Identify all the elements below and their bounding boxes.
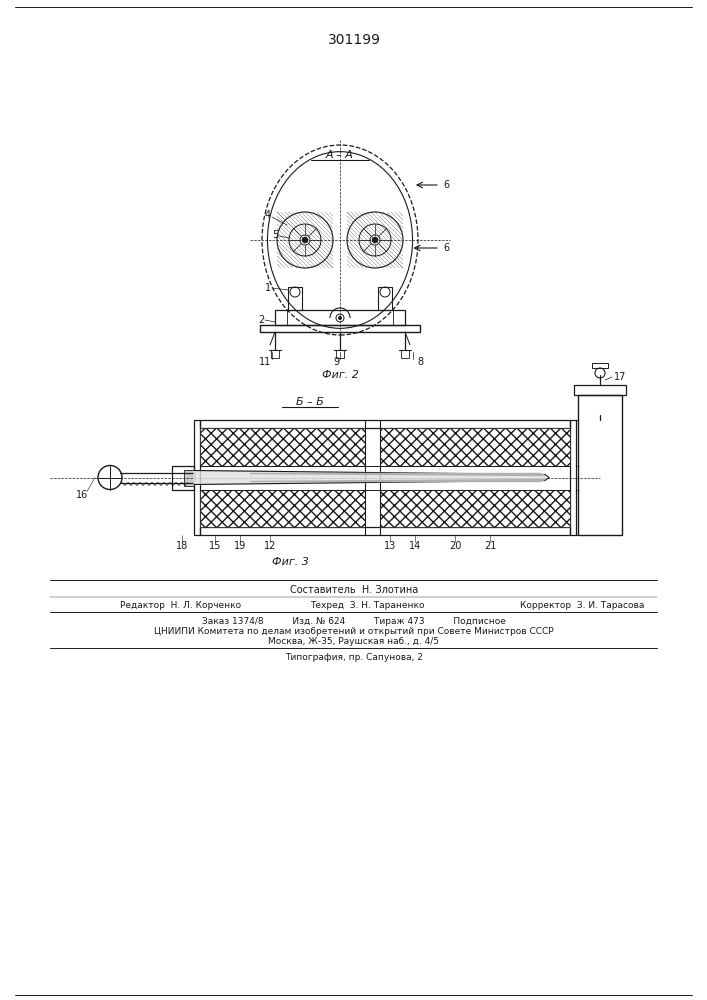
Text: Составитель  Н. Злотина: Составитель Н. Злотина — [290, 585, 418, 595]
Bar — [200, 527, 570, 535]
Text: Москва, Ж-35, Раушская наб., д. 4/5: Москва, Ж-35, Раушская наб., д. 4/5 — [269, 637, 440, 646]
Text: 20: 20 — [449, 541, 461, 551]
Text: 1: 1 — [265, 283, 271, 293]
Text: 16: 16 — [76, 490, 88, 500]
Bar — [592, 363, 608, 368]
Bar — [401, 350, 409, 358]
Bar — [574, 385, 626, 395]
Text: 4: 4 — [265, 210, 271, 220]
Circle shape — [373, 237, 378, 242]
Text: 5: 5 — [272, 230, 278, 240]
Text: 17: 17 — [614, 372, 626, 382]
Text: 14: 14 — [409, 541, 421, 551]
Text: 6: 6 — [443, 180, 449, 190]
Bar — [271, 350, 279, 358]
Text: А – А: А – А — [326, 150, 354, 160]
Text: 13: 13 — [384, 541, 396, 551]
Text: 2: 2 — [258, 315, 264, 325]
Text: 301199: 301199 — [327, 33, 380, 47]
Text: 6: 6 — [443, 243, 449, 253]
Bar — [380, 489, 570, 527]
Bar — [260, 325, 420, 332]
Text: 19: 19 — [234, 541, 246, 551]
Bar — [200, 428, 365, 466]
Bar — [570, 420, 576, 535]
Polygon shape — [250, 474, 545, 476]
Bar — [380, 428, 570, 466]
Text: Фиг. 3: Фиг. 3 — [271, 557, 308, 567]
Text: Редактор  Н. Л. Корченко: Редактор Н. Л. Корченко — [120, 601, 241, 610]
Bar — [200, 420, 570, 428]
Bar — [275, 310, 405, 325]
Text: ЦНИИПИ Комитета по делам изобретений и открытий при Совете Министров СССР: ЦНИИПИ Комитета по делам изобретений и о… — [154, 626, 554, 636]
Bar — [288, 287, 302, 310]
Text: 9: 9 — [333, 357, 339, 367]
Bar — [172, 466, 194, 489]
Text: Типография, пр. Сапунова, 2: Типография, пр. Сапунова, 2 — [285, 654, 423, 662]
Bar — [578, 395, 622, 535]
Polygon shape — [194, 471, 545, 485]
Text: 21: 21 — [484, 541, 496, 551]
Text: 12: 12 — [264, 541, 276, 551]
Bar — [200, 489, 365, 527]
Bar — [336, 350, 344, 358]
Bar — [184, 470, 194, 486]
Bar — [378, 287, 392, 310]
Text: Фиг. 2: Фиг. 2 — [322, 370, 358, 380]
Text: 11: 11 — [259, 357, 271, 367]
Circle shape — [303, 237, 308, 242]
Polygon shape — [250, 480, 545, 482]
Text: 18: 18 — [176, 541, 188, 551]
Text: Техред  З. Н. Тараненко: Техред З. Н. Тараненко — [310, 601, 424, 610]
Text: 8: 8 — [417, 357, 423, 367]
Text: Б – Б: Б – Б — [296, 397, 324, 407]
Text: 15: 15 — [209, 541, 221, 551]
Circle shape — [338, 316, 342, 320]
Text: Корректор  З. И. Тарасова: Корректор З. И. Тарасова — [520, 601, 644, 610]
Bar — [194, 420, 200, 535]
Text: Заказ 1374/8          Изд. № 624          Тираж 473          Подписное: Заказ 1374/8 Изд. № 624 Тираж 473 Подпис… — [202, 616, 506, 626]
